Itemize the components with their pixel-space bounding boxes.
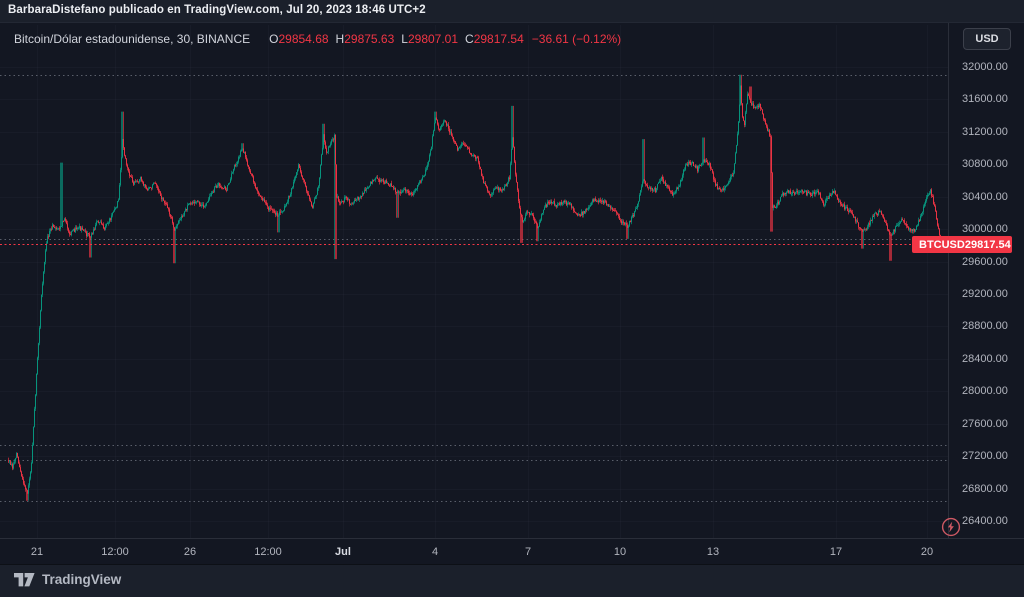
chart-widget: Bitcoin/Dólar estadounidense, 30, BINANC… [0,22,1024,565]
instant-trading-button[interactable] [941,517,961,537]
time-axis-label: 12:00 [254,546,282,558]
open-value: 29854.68 [278,32,329,46]
time-axis-label: 12:00 [101,546,129,558]
last-price-symbol: BTCUSD [919,238,965,251]
lightning-icon [941,517,961,537]
last-price-value: 29817.54 [964,238,1011,251]
time-axis-label: Jul [335,546,351,558]
price-axis-label: 28400.00 [962,353,1008,365]
price-axis-label: 26400.00 [962,515,1008,527]
price-axis-label: 29200.00 [962,288,1008,300]
time-axis-label: 26 [183,546,197,558]
change-value: −36.61 (−0.12%) [531,32,622,46]
price-axis-label: 31600.00 [962,93,1008,105]
footer: TradingView [0,565,1024,597]
price-axis-label: 30400.00 [962,191,1008,203]
candlestick-chart-canvas[interactable] [0,23,948,538]
time-axis-label: 21 [30,546,44,558]
close-label: C [465,32,474,46]
high-label: H [335,32,345,46]
price-axis-label: 27200.00 [962,450,1008,462]
price-axis-label: 31200.00 [962,126,1008,138]
tradingview-logo-icon [14,572,35,586]
time-axis-label: 4 [431,546,439,558]
price-axis-label: 29600.00 [962,256,1008,268]
low-label: L [401,32,408,46]
price-axis-label: 32000.00 [962,61,1008,73]
attribution-bar: BarbaraDistefano publicado en TradingVie… [0,0,1024,22]
price-axis-label: 27600.00 [962,418,1008,430]
currency-toggle-button[interactable]: USD [963,28,1011,50]
time-axis-label: 10 [613,546,627,558]
time-axis-label: 7 [524,546,532,558]
time-axis-label: 17 [829,546,843,558]
price-scale[interactable]: 32000.00 31600.00 31200.00 30800.00 30400.00… [948,23,1024,538]
attribution-text: BarbaraDistefano publicado en TradingVie… [8,4,426,16]
symbol-title[interactable]: Bitcoin/Dólar estadounidense, 30, BINANC… [14,32,251,46]
time-scale[interactable]: 21 12:00 26 12:00 Jul 4 7 10 13 17 20 [0,538,1024,566]
price-axis-label: 28000.00 [962,385,1008,397]
last-price-flag: BTCUSD 29817.54 [912,236,1012,253]
chart-legend[interactable]: Bitcoin/Dólar estadounidense, 30, BINANC… [14,32,621,46]
tradingview-logo-link[interactable]: TradingView [14,572,121,587]
price-axis-label: 30800.00 [962,158,1008,170]
time-axis-label: 13 [706,546,720,558]
close-value: 29817.54 [473,32,524,46]
open-label: O [269,32,279,46]
price-axis-label: 26800.00 [962,483,1008,495]
tradingview-logo-text: TradingView [42,572,122,587]
high-value: 29875.63 [344,32,395,46]
price-axis-label: 30000.00 [962,223,1008,235]
low-value: 29807.01 [407,32,459,46]
time-axis-label: 20 [920,546,934,558]
price-axis-label: 28800.00 [962,320,1008,332]
